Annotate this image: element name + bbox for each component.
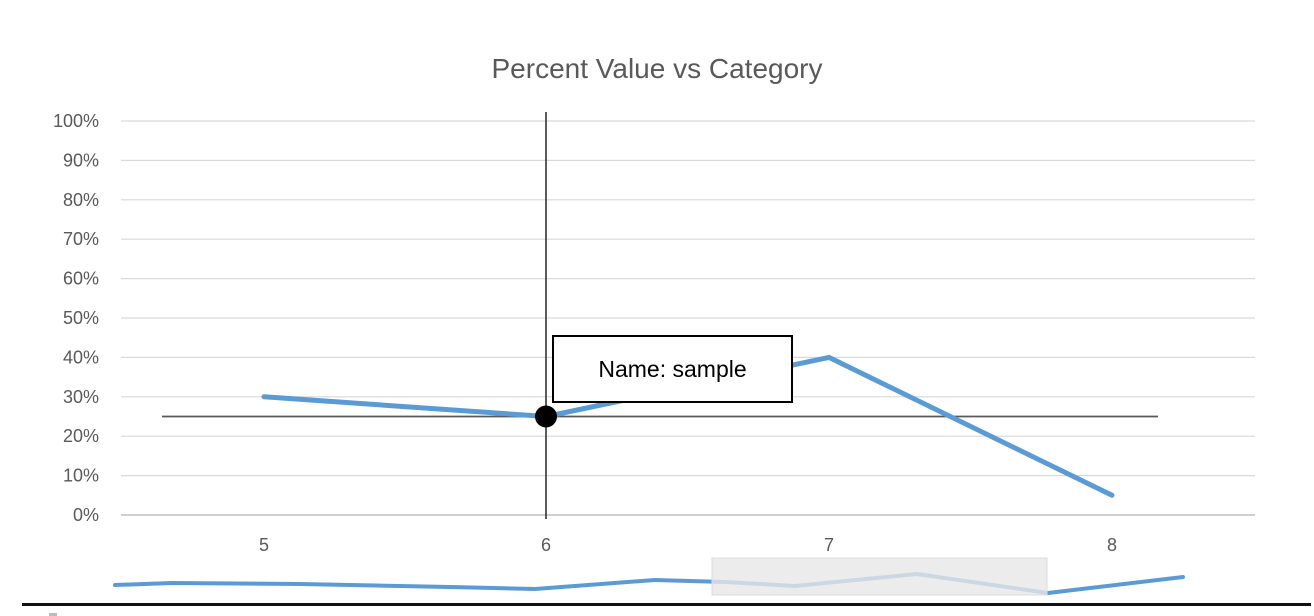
y-tick-label: 50% [63, 308, 99, 328]
y-tick-label: 60% [63, 269, 99, 289]
data-point-tooltip: Name: sample [552, 335, 793, 403]
y-tick-label: 90% [63, 150, 99, 170]
y-tick-label: 0% [73, 505, 99, 525]
y-tick-label: 40% [63, 347, 99, 367]
bottom-rule-line [22, 603, 1311, 606]
y-tick-label: 20% [63, 426, 99, 446]
x-tick-label: 5 [259, 535, 269, 555]
x-tick-label: 8 [1107, 535, 1117, 555]
navigator-selection-region[interactable] [711, 557, 1048, 596]
x-tick-label: 7 [824, 535, 834, 555]
chart-title: Percent Value vs Category [491, 53, 823, 84]
y-tick-label: 70% [63, 229, 99, 249]
y-tick-label: 10% [63, 466, 99, 486]
y-tick-label: 30% [63, 387, 99, 407]
bottom-edge-speck [49, 613, 57, 616]
tooltip-text: Name: sample [598, 355, 747, 382]
x-tick-label: 6 [541, 535, 551, 555]
y-tick-label: 100% [53, 111, 99, 131]
y-tick-label: 80% [63, 190, 99, 210]
selected-point-dot[interactable] [535, 405, 557, 428]
